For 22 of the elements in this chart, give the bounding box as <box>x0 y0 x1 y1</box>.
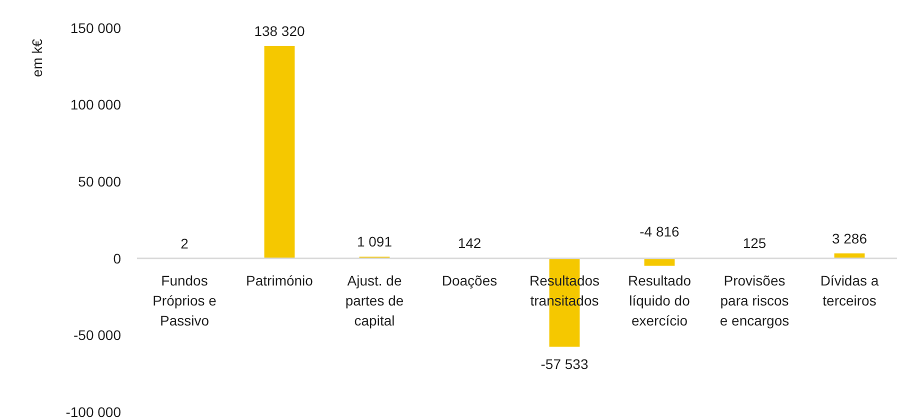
x-tick-label: Dívidas a terceiros <box>820 272 879 308</box>
data-label: 142 <box>458 235 482 252</box>
x-tick-label: Doações <box>442 272 498 288</box>
data-label: 3 286 <box>832 230 868 246</box>
y-tick-label: 0 <box>113 250 122 266</box>
x-tick-label: Património <box>246 272 314 288</box>
y-axis-title: em k€ <box>29 38 45 78</box>
data-label: 1 091 <box>356 234 392 250</box>
x-tick-label: Ajust. de partes de capital <box>345 272 404 328</box>
y-tick-label: -50 000 <box>74 327 122 344</box>
y-tick-label: 50 000 <box>78 174 122 190</box>
data-label: 138 320 <box>254 22 306 39</box>
x-tick-label: Fundos Próprios e Passivo <box>152 272 217 328</box>
data-label: -57 533 <box>540 356 588 372</box>
data-label: 125 <box>742 235 766 252</box>
y-tick-label: 150 000 <box>70 20 122 36</box>
y-tick-label: -100 000 <box>66 404 122 420</box>
x-tick-label: Provisões para riscos e encargos <box>720 272 790 328</box>
y-tick-label: 100 000 <box>70 96 122 113</box>
data-label: -4 816 <box>640 223 680 240</box>
x-tick-label: Resultado líquido do exercício <box>628 272 692 328</box>
data-label: 2 <box>180 235 189 252</box>
